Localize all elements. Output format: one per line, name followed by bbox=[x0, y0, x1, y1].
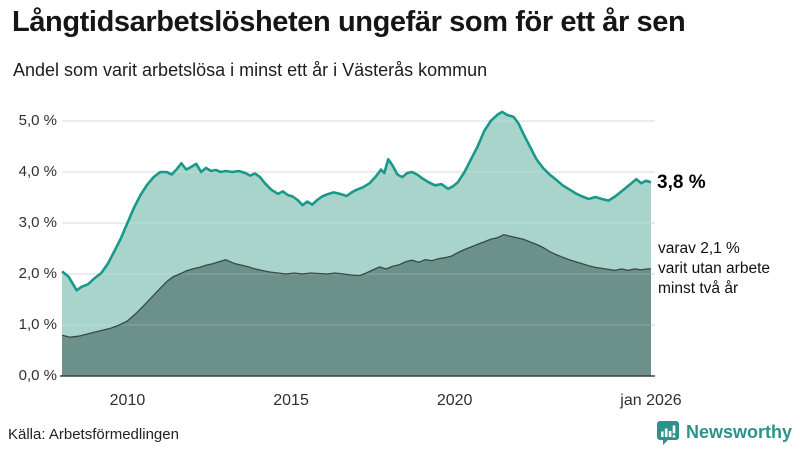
source-credit: Källa: Arbetsförmedlingen bbox=[8, 426, 179, 443]
y-axis-label: 2,0 % bbox=[18, 265, 57, 282]
secondary-annotation: varav 2,1 % varit utan arbete minst två år bbox=[658, 239, 770, 299]
y-axis-label: 4,0 % bbox=[18, 163, 57, 180]
latest-value-label: 3,8 % bbox=[657, 172, 706, 193]
x-axis-label: 2010 bbox=[109, 392, 146, 409]
newsworthy-logo-icon bbox=[656, 421, 679, 445]
secondary-annotation-line: varav 2,1 % bbox=[658, 240, 740, 257]
x-axis-label: jan 2026 bbox=[620, 392, 682, 409]
chart-area bbox=[0, 100, 800, 430]
secondary-annotation-line: minst två år bbox=[658, 280, 739, 297]
page-subtitle: Andel som varit arbetslösa i minst ett å… bbox=[13, 60, 488, 80]
y-axis-label: 3,0 % bbox=[18, 214, 57, 231]
y-axis-label: 1,0 % bbox=[18, 316, 57, 333]
y-axis-label: 0,0 % bbox=[18, 367, 57, 384]
area-minst-tva-ar bbox=[62, 234, 651, 376]
newsworthy-logo[interactable]: Newsworthy bbox=[656, 420, 792, 445]
y-axis-label: 5,0 % bbox=[18, 112, 57, 129]
line-minst-ett-ar bbox=[61, 110, 652, 292]
chart-svg bbox=[60, 110, 655, 377]
page-title: Långtidsarbetslösheten ungefär som för e… bbox=[12, 6, 686, 38]
x-axis-label: 2020 bbox=[436, 392, 473, 409]
secondary-annotation-line: varit utan arbete bbox=[658, 260, 771, 277]
x-axis-label: 2015 bbox=[273, 392, 309, 409]
newsworthy-logo-text: Newsworthy bbox=[685, 422, 792, 442]
line-minst-tva-ar bbox=[61, 234, 651, 338]
